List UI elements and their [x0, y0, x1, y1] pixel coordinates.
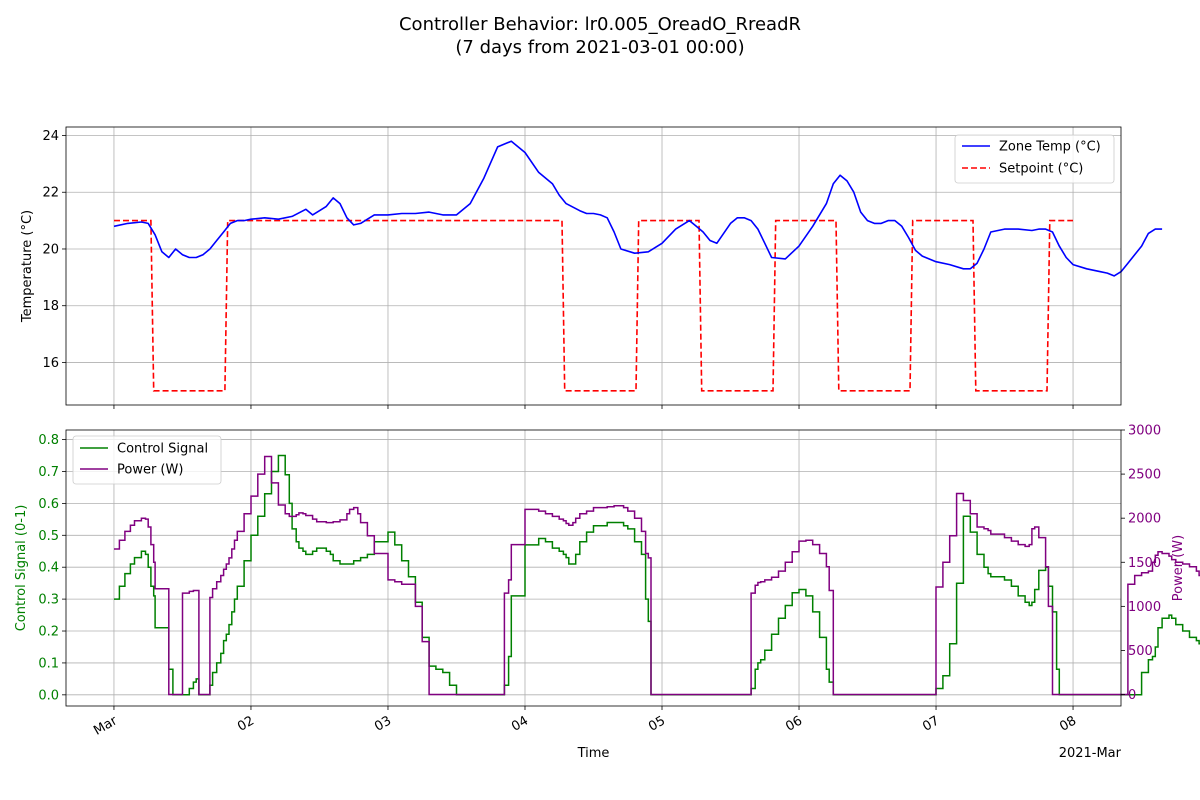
- control-signal-series-line: [114, 454, 1200, 696]
- bottom-x-tick-label: 02: [235, 713, 257, 734]
- setpoint-legend-label: Setpoint (°C): [999, 162, 1083, 177]
- bottom-x-tick-label: 07: [920, 713, 942, 734]
- bottom-x-tick-label: 05: [646, 713, 668, 734]
- top-axes-frame: [65, 126, 1122, 406]
- power-legend-label: Power (W): [117, 463, 183, 478]
- bottom-x-tick-label: 06: [783, 713, 805, 734]
- figure-title: Controller Behavior: lr0.005_OreadO_Rrea…: [398, 14, 801, 35]
- bottom-right-y-tick-label: 3000: [1128, 424, 1161, 439]
- bottom-left-y-tick-label: 0.7: [38, 465, 59, 480]
- bottom-right-y-tick-label: 500: [1128, 644, 1153, 659]
- top-y-tick-label: 24: [42, 129, 59, 144]
- top-y-tick-label: 16: [42, 356, 59, 371]
- bottom-left-y-tick-label: 0.1: [38, 656, 59, 671]
- bottom-x-tick-label: 08: [1057, 713, 1079, 734]
- bottom-right-y-tick-label: 0: [1128, 688, 1136, 703]
- bottom-legend-box: [72, 435, 222, 485]
- top-y-axis-label: Temperature (°C): [20, 210, 35, 323]
- bottom-left-y-tick-label: 0.6: [38, 497, 59, 512]
- x-axis-offset-label: 2021-Mar: [1059, 746, 1122, 761]
- top-legend-box: [954, 134, 1115, 184]
- top-y-tick-label: 20: [42, 242, 59, 257]
- bottom-right-y-tick-label: 2500: [1128, 468, 1161, 483]
- bottom-right-y-tick-label: 1500: [1128, 556, 1161, 571]
- bottom-left-y-tick-label: 0.0: [38, 688, 59, 703]
- setpoint-series-line: [114, 219, 1073, 392]
- bottom-x-tick-label: 04: [509, 713, 531, 734]
- zone-temp-legend-label: Zone Temp (°C): [999, 140, 1101, 155]
- top-y-tick-label: 22: [42, 186, 59, 201]
- control-signal-legend-label: Control Signal: [117, 442, 208, 457]
- top-y-tick-label: 18: [42, 299, 59, 314]
- bottom-right-y-tick-label: 1000: [1128, 600, 1161, 615]
- bottom-right-y-tick-label: 2000: [1128, 512, 1161, 527]
- power-series-line: [114, 455, 1200, 696]
- bottom-axes-frame: [65, 429, 1122, 707]
- bottom-left-y-tick-label: 0.8: [38, 433, 59, 448]
- figure-subtitle: (7 days from 2021-03-01 00:00): [455, 37, 745, 58]
- bottom-x-tick-label: Mar: [91, 713, 120, 739]
- bottom-left-y-tick-label: 0.5: [38, 529, 59, 544]
- bottom-x-tick-label: 03: [372, 713, 394, 734]
- bottom-left-y-tick-label: 0.2: [38, 625, 59, 640]
- zone-temp-series-line: [113, 140, 1163, 277]
- bottom-left-y-axis-label: Control Signal (0-1): [14, 505, 29, 632]
- bottom-x-axis-label: Time: [577, 746, 610, 761]
- bottom-left-y-tick-label: 0.3: [38, 593, 59, 608]
- bottom-right-y-axis-label: Power (W): [1171, 535, 1186, 601]
- bottom-left-y-tick-label: 0.4: [38, 561, 59, 576]
